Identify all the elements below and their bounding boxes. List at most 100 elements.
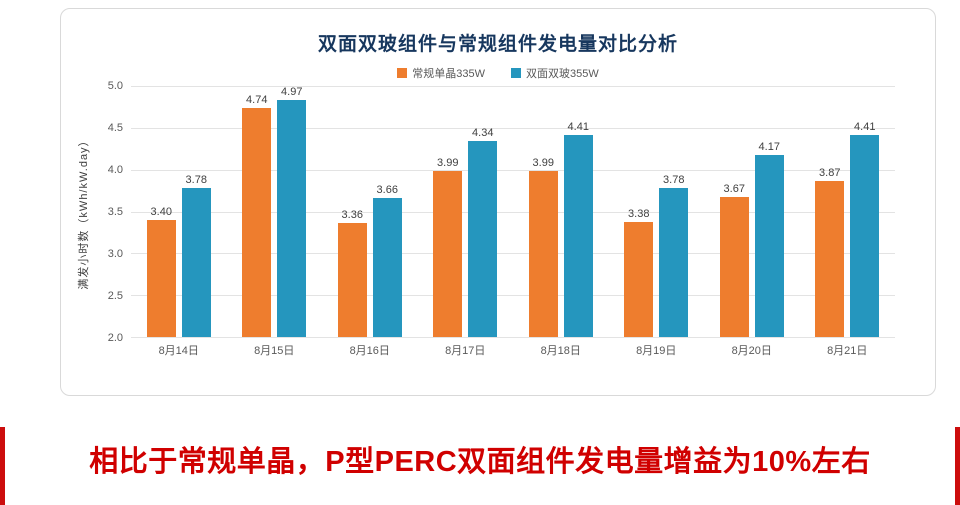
y-axis-ticks: 5.0 4.5 4.0 3.5 3.0 2.5 2.0	[95, 80, 131, 344]
bar-group: 3.38 3.78	[609, 86, 705, 337]
bar-value-label: 3.99	[437, 156, 459, 169]
bar-column: 4.74	[242, 86, 272, 337]
y-axis-tick-label: 3.0	[107, 248, 123, 260]
bar	[181, 188, 211, 337]
bar-group: 3.99 4.41	[513, 86, 609, 337]
legend-item: 双面双玻355W	[511, 66, 599, 80]
bar-column: 4.34	[468, 86, 498, 337]
bar-group: 3.99 4.34	[418, 86, 514, 337]
x-axis-spacer	[95, 342, 131, 358]
bar	[372, 198, 402, 337]
bar-column: 4.17	[754, 86, 784, 337]
bar	[528, 170, 558, 337]
bar-value-label: 4.41	[854, 121, 876, 134]
bar-groups: 3.40 3.78 4.74 4.97 3.36 3.66 3.99 4.34 3.99 4.41…	[131, 86, 895, 337]
bar-value-label: 3.78	[663, 174, 685, 187]
legend-swatch-icon	[397, 68, 408, 78]
bar-value-label: 4.74	[246, 93, 268, 106]
chart-container: 双面双玻组件与常规组件发电量对比分析 常规单晶335W 双面双玻355W 满发小时…	[60, 8, 936, 396]
bar-column: 4.41	[563, 86, 593, 337]
bar-value-label: 3.36	[341, 209, 363, 222]
bar-column: 4.97	[277, 86, 307, 337]
bar-column: 3.87	[815, 86, 845, 337]
bar-group: 3.36 3.66	[322, 86, 418, 337]
bar-group: 4.74 4.97	[227, 86, 323, 337]
plot-area: 3.40 3.78 4.74 4.97 3.36 3.66 3.99 4.34 3.99 4.41…	[131, 86, 895, 338]
y-axis-tick-label: 2.0	[107, 332, 123, 344]
x-axis-label: 8月17日	[445, 345, 486, 357]
legend-swatch-icon	[511, 68, 521, 78]
bar-column: 3.99	[433, 86, 463, 337]
caption-text: 相比于常规单晶，P型PERC双面组件发电量增益为10%左右	[89, 446, 871, 478]
bar-value-label: 3.78	[185, 174, 207, 187]
bar	[815, 180, 845, 337]
bar-value-label: 3.66	[376, 184, 398, 197]
bar-column: 3.67	[719, 86, 749, 337]
gridline	[131, 295, 895, 297]
bar	[754, 155, 784, 337]
bar-value-label: 3.38	[628, 207, 650, 220]
bar-column: 3.36	[337, 86, 367, 337]
bar	[337, 223, 367, 337]
bar-column: 3.66	[372, 86, 402, 337]
x-axis-label: 8月15日	[254, 345, 295, 357]
bar-value-label: 4.34	[472, 127, 494, 140]
bar-group: 3.67 4.17	[704, 86, 800, 337]
x-axis-spacer	[71, 342, 95, 358]
bar-value-label: 3.87	[819, 166, 841, 179]
bar	[659, 188, 689, 337]
red-edge-left-decoration	[0, 427, 5, 505]
bar-group: 3.40 3.78	[131, 86, 227, 337]
bar-value-label: 3.67	[723, 183, 745, 196]
bar-column: 4.41	[850, 86, 880, 337]
bar-value-label: 4.97	[281, 86, 303, 98]
bar	[277, 100, 307, 337]
bar-value-label: 3.99	[532, 156, 554, 169]
x-axis-label: 8月19日	[636, 345, 677, 357]
x-axis-label: 8月21日	[827, 345, 868, 357]
gridline	[131, 169, 895, 171]
legend-label: 常规单晶335W	[412, 68, 485, 80]
bar	[468, 141, 498, 337]
x-axis-label: 8月14日	[158, 345, 199, 357]
gridline	[131, 337, 895, 338]
gridline	[131, 127, 895, 129]
bar	[242, 107, 272, 337]
bar-column: 3.40	[146, 86, 176, 337]
x-axis-label: 8月20日	[731, 345, 772, 357]
gridline	[131, 86, 895, 87]
x-axis-labels: 8月14日 8月15日 8月16日 8月17日 8月18日 8月19日 8月20日 8月21日	[131, 342, 895, 358]
bar-value-label: 3.40	[150, 205, 172, 218]
legend-item: 常规单晶335W	[397, 66, 485, 80]
y-axis-tick-label: 4.0	[107, 164, 123, 176]
bar-group: 3.87 4.41	[800, 86, 896, 337]
bar	[563, 135, 593, 337]
legend-label: 双面双玻355W	[526, 68, 599, 80]
x-axis-label: 8月16日	[349, 345, 390, 357]
chart-legend: 常规单晶335W 双面双玻355W	[71, 66, 925, 80]
bar-column: 3.78	[659, 86, 689, 337]
gridline	[131, 211, 895, 213]
bar	[719, 197, 749, 337]
plot-row: 满发小时数（kWh/kW.day） 5.0 4.5 4.0 3.5 3.0 2.5 2.0 …	[71, 80, 925, 344]
y-axis-title-text: 满发小时数（kWh/kW.day）	[78, 134, 90, 290]
chart-title: 双面双玻组件与常规组件发电量对比分析	[317, 34, 678, 55]
y-axis-tick-label: 4.5	[107, 122, 123, 134]
bar	[624, 221, 654, 337]
x-axis: 8月14日 8月15日 8月16日 8月17日 8月18日 8月19日 8月20日 8月21日	[71, 342, 925, 358]
bar	[146, 219, 176, 337]
bar-column: 3.38	[624, 86, 654, 337]
gridline	[131, 253, 895, 255]
bar	[433, 170, 463, 337]
bar-value-label: 4.17	[758, 141, 780, 154]
y-axis-tick-label: 3.5	[107, 206, 123, 218]
x-axis-label: 8月18日	[540, 345, 581, 357]
y-axis-tick-label: 2.5	[107, 290, 123, 302]
y-axis-title: 满发小时数（kWh/kW.day）	[71, 86, 95, 338]
bar-column: 3.99	[528, 86, 558, 337]
bar	[850, 135, 880, 337]
y-axis-tick-label: 5.0	[107, 80, 123, 92]
red-edge-right-decoration	[955, 427, 960, 505]
bar-column: 3.78	[181, 86, 211, 337]
